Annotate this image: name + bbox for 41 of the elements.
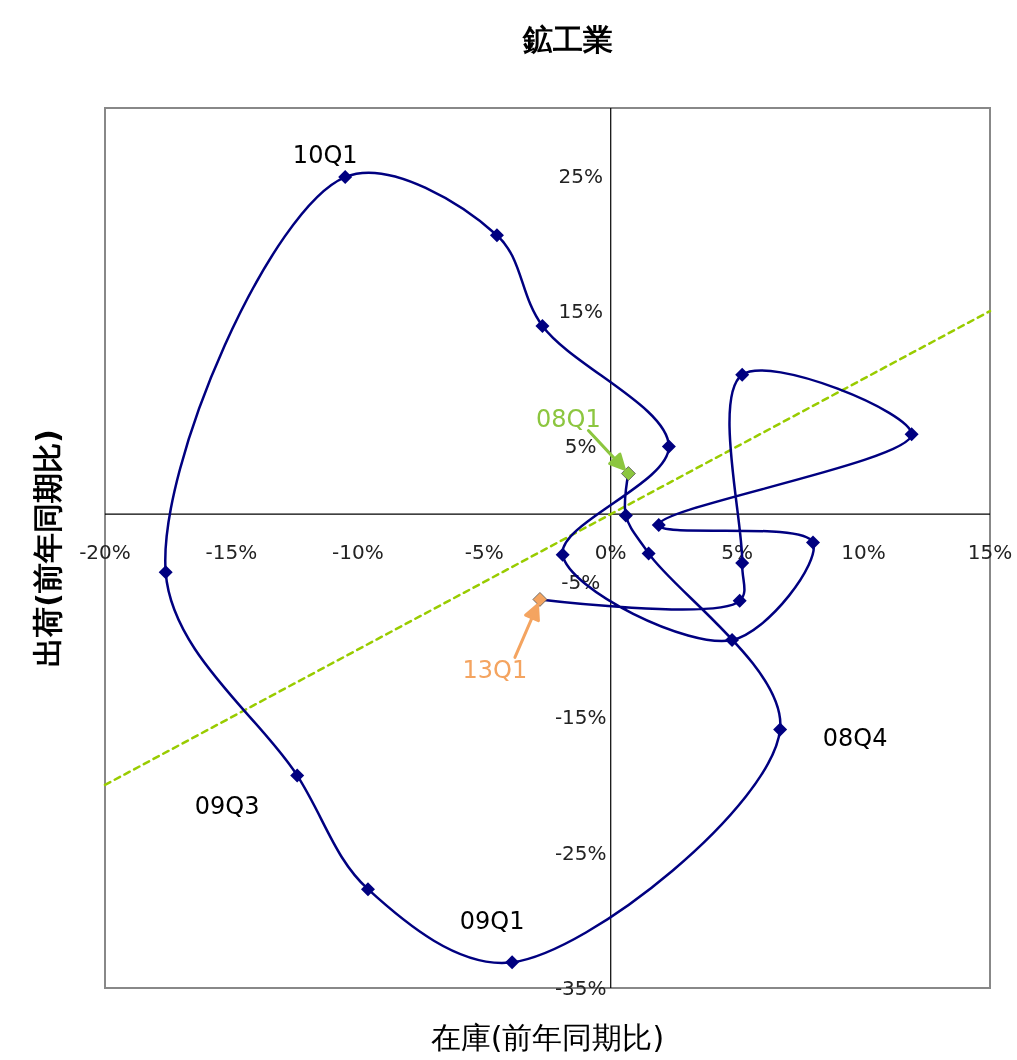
point <box>505 955 520 970</box>
annotation: 09Q3 <box>194 791 260 820</box>
point <box>535 318 550 333</box>
point <box>489 228 504 243</box>
annotation: 10Q1 <box>292 141 358 170</box>
point <box>725 633 740 648</box>
x-tick-label: -20% <box>79 540 131 565</box>
point <box>621 466 636 481</box>
point <box>532 592 548 607</box>
annotation: 13Q1 <box>462 655 528 684</box>
y-tick-label: -15% <box>554 705 607 730</box>
point <box>641 546 656 561</box>
y-axis-title: 出荷(前年同期比) <box>30 429 65 667</box>
point <box>338 170 353 185</box>
point <box>618 508 633 523</box>
x-tick-label: -5% <box>464 540 504 565</box>
annotation: 08Q4 <box>822 723 888 752</box>
x-axis-title: 在庫(前年同期比) <box>430 1020 665 1055</box>
y-tick-label: 5% <box>564 434 597 459</box>
point <box>555 547 570 562</box>
point <box>732 593 747 608</box>
point <box>773 722 788 737</box>
x-tick-label: -15% <box>205 540 258 565</box>
annotation: 09Q1 <box>459 906 525 935</box>
y-tick-label: 25% <box>558 163 603 188</box>
annotation: 08Q1 <box>536 404 601 433</box>
point <box>661 439 676 454</box>
y-tick-label: -25% <box>554 840 607 865</box>
x-tick-label: -10% <box>332 540 384 565</box>
point <box>735 367 750 382</box>
point <box>651 517 666 532</box>
x-tick-label: 15% <box>967 540 1013 565</box>
x-tick-label: 10% <box>841 540 886 565</box>
point <box>158 565 173 580</box>
chart-title: 鉱工業 <box>521 22 613 57</box>
point <box>904 427 919 442</box>
point <box>360 882 375 897</box>
y-tick-label: -35% <box>554 976 607 1000</box>
point <box>806 535 820 550</box>
y-tick-label: 15% <box>558 299 603 324</box>
point <box>290 768 305 783</box>
